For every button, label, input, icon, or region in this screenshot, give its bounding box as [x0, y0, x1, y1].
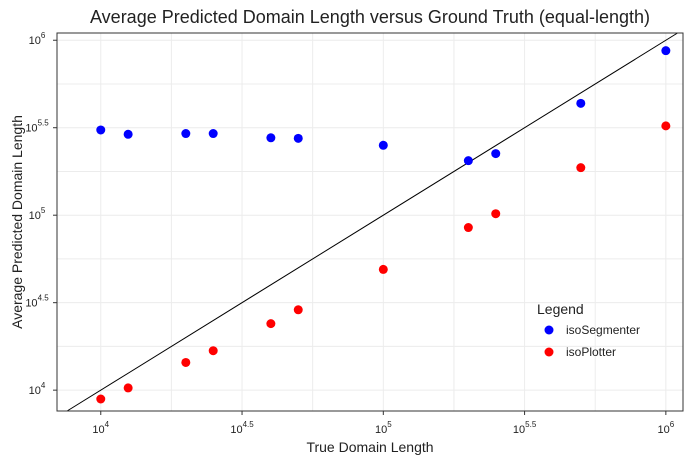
y-tick-label: 105: [29, 206, 46, 222]
data-point-isosegmenter: [181, 129, 191, 139]
x-tick-label: 105: [375, 420, 392, 436]
data-point-isoplotter: [576, 163, 586, 173]
legend-label-isoplotter: isoPlotter: [566, 345, 616, 359]
y-tick-label: 104.5: [25, 294, 49, 310]
data-point-isoplotter: [208, 346, 218, 356]
y-axis-label: Average Predicted Domain Length: [9, 115, 25, 329]
legend-marker-isoplotter: [544, 347, 554, 357]
data-point-isosegmenter: [661, 46, 671, 56]
data-point-isosegmenter: [491, 149, 501, 159]
y-tick-label: 106: [29, 31, 46, 47]
data-points: [96, 46, 671, 404]
legend-title: Legend: [537, 301, 584, 317]
x-axis-ticks: 104 104.5 105 105.5 106: [92, 411, 675, 436]
plot-frame: [56, 32, 684, 412]
chart-title: Average Predicted Domain Length versus G…: [90, 7, 650, 27]
data-point-isoplotter: [293, 305, 303, 315]
data-point-isosegmenter: [208, 129, 218, 139]
y-tick-label: 105.5: [25, 119, 49, 135]
y-axis-ticks: 104 104.5 105 105.5 106: [25, 31, 57, 397]
data-point-isoplotter: [491, 209, 501, 219]
x-axis-label: True Domain Length: [306, 439, 433, 455]
data-point-isoplotter: [123, 383, 133, 393]
y-tick-label: 104: [29, 381, 46, 397]
data-point-isosegmenter: [378, 140, 388, 150]
data-point-isoplotter: [463, 223, 473, 233]
data-point-isoplotter: [266, 319, 276, 329]
data-point-isoplotter: [96, 394, 106, 404]
x-tick-label: 106: [657, 420, 674, 436]
grid-lines: [57, 33, 683, 411]
legend-label-isosegmenter: isoSegmenter: [566, 323, 640, 337]
data-point-isosegmenter: [293, 133, 303, 143]
x-tick-label: 104: [92, 420, 109, 436]
data-point-isosegmenter: [576, 98, 586, 108]
data-point-isosegmenter: [463, 156, 473, 166]
legend: Legend isoSegmenter isoPlotter: [537, 301, 640, 359]
reference-line-layer: [66, 32, 678, 412]
data-point-isosegmenter: [96, 125, 106, 135]
legend-marker-isosegmenter: [544, 325, 554, 335]
data-point-isosegmenter: [123, 129, 133, 139]
data-point-isoplotter: [661, 121, 671, 131]
x-tick-label: 105.5: [513, 420, 537, 436]
reference-line-y-equals-x: [66, 32, 678, 412]
x-tick-label: 104.5: [230, 420, 254, 436]
data-point-isoplotter: [378, 264, 388, 274]
data-point-isoplotter: [181, 357, 191, 367]
data-point-isosegmenter: [266, 133, 276, 143]
